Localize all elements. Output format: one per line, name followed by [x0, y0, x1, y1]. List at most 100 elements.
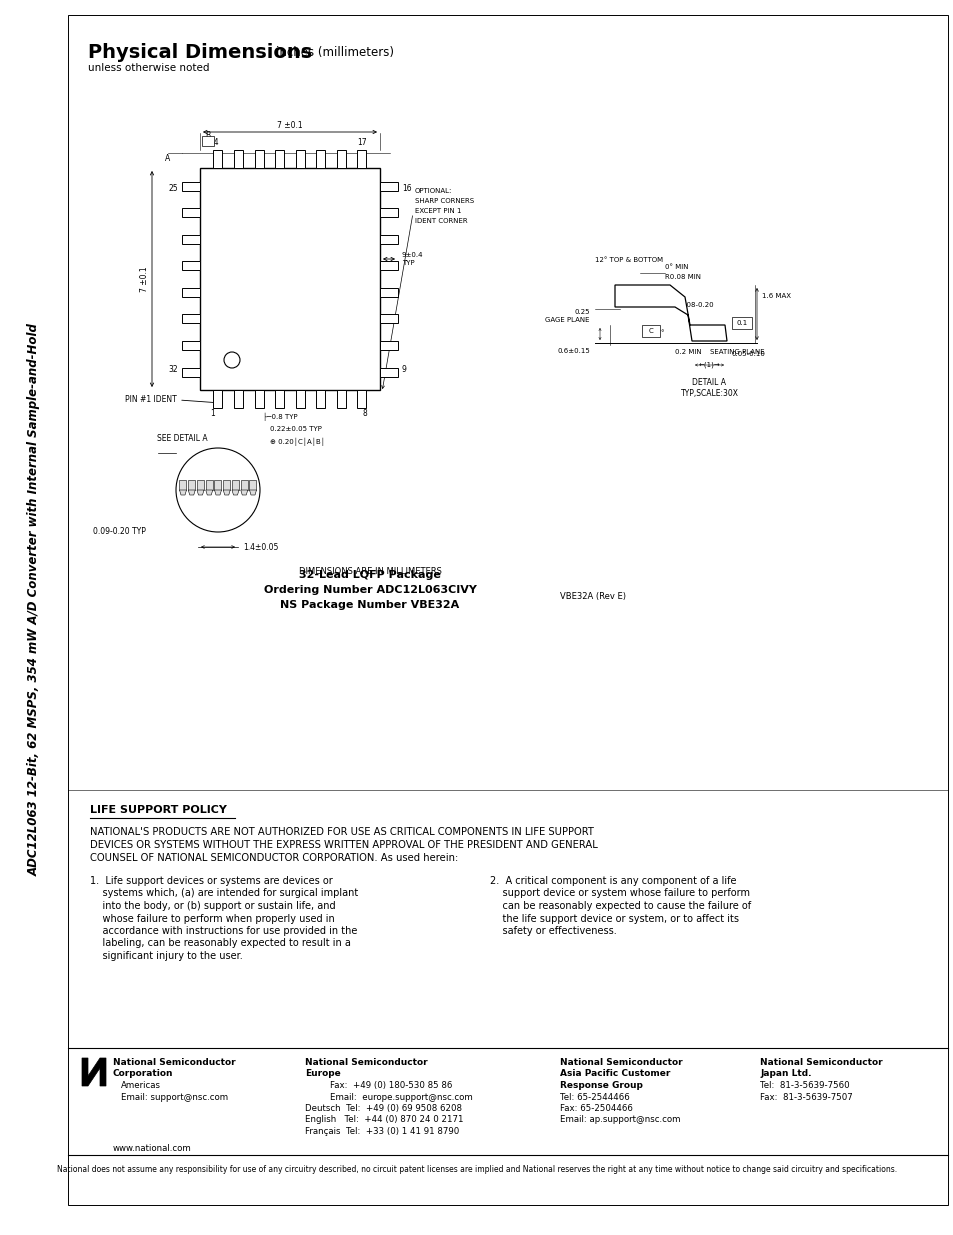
Bar — [254, 390, 263, 408]
Bar — [254, 149, 263, 168]
Bar — [213, 149, 222, 168]
Bar — [182, 288, 200, 296]
Text: 9: 9 — [401, 366, 406, 374]
Text: DETAIL A: DETAIL A — [692, 378, 726, 387]
Bar — [182, 341, 200, 350]
Text: A: A — [165, 154, 170, 163]
Text: National Semiconductor: National Semiconductor — [760, 1058, 882, 1067]
Text: Deutsch  Tel:  +49 (0) 69 9508 6208: Deutsch Tel: +49 (0) 69 9508 6208 — [305, 1104, 461, 1113]
Text: National does not assume any responsibility for use of any circuitry described, : National does not assume any responsibil… — [57, 1165, 896, 1174]
Text: GAGE PLANE: GAGE PLANE — [545, 317, 589, 324]
Text: whose failure to perform when properly used in: whose failure to perform when properly u… — [90, 914, 335, 924]
Text: 25: 25 — [168, 184, 178, 193]
Text: SEE DETAIL A: SEE DETAIL A — [157, 433, 208, 443]
Text: Email:  europe.support@nsc.com: Email: europe.support@nsc.com — [330, 1093, 473, 1102]
Text: 2.  A critical component is any component of a life: 2. A critical component is any component… — [490, 876, 736, 885]
Text: ⊕ 0.20│C│A│B│: ⊕ 0.20│C│A│B│ — [270, 438, 325, 446]
Text: 9±0.4: 9±0.4 — [401, 252, 423, 258]
Bar — [295, 149, 304, 168]
Text: COUNSEL OF NATIONAL SEMICONDUCTOR CORPORATION. As used herein:: COUNSEL OF NATIONAL SEMICONDUCTOR CORPOR… — [90, 853, 457, 863]
Bar — [357, 390, 366, 408]
Text: 0.25: 0.25 — [574, 309, 589, 315]
Text: can be reasonably expected to cause the failure of: can be reasonably expected to cause the … — [490, 902, 750, 911]
Text: accordance with instructions for use provided in the: accordance with instructions for use pro… — [90, 926, 357, 936]
Text: R0.08-0.20: R0.08-0.20 — [675, 303, 713, 308]
Text: 8: 8 — [362, 409, 367, 417]
Text: Corporation: Corporation — [112, 1070, 173, 1078]
Text: 1: 1 — [210, 409, 214, 417]
Text: EXCEPT PIN 1: EXCEPT PIN 1 — [415, 207, 461, 214]
Bar — [182, 315, 200, 324]
Text: NS Package Number VBE32A: NS Package Number VBE32A — [280, 600, 459, 610]
Text: DIMENSIONS ARE IN MILLIMETERS: DIMENSIONS ARE IN MILLIMETERS — [298, 567, 441, 576]
Text: 16: 16 — [401, 184, 411, 193]
Bar — [182, 207, 200, 217]
Text: National Semiconductor: National Semiconductor — [559, 1058, 682, 1067]
Bar — [240, 480, 248, 490]
Text: VBE32A (Rev E): VBE32A (Rev E) — [559, 592, 625, 601]
Text: 0° MIN: 0° MIN — [664, 264, 688, 270]
Bar — [200, 168, 379, 390]
Bar — [223, 480, 230, 490]
Bar — [274, 149, 284, 168]
Text: R0.08 MIN: R0.08 MIN — [664, 274, 700, 280]
Polygon shape — [223, 490, 230, 495]
Text: DEVICES OR SYSTEMS WITHOUT THE EXPRESS WRITTEN APPROVAL OF THE PRESIDENT AND GEN: DEVICES OR SYSTEMS WITHOUT THE EXPRESS W… — [90, 840, 598, 850]
Bar — [182, 182, 200, 190]
Polygon shape — [232, 490, 239, 495]
Polygon shape — [615, 285, 726, 341]
Text: the life support device or system, or to affect its: the life support device or system, or to… — [490, 914, 739, 924]
Text: 0.05-0.10: 0.05-0.10 — [731, 351, 765, 357]
Polygon shape — [206, 490, 213, 495]
Text: unless otherwise noted: unless otherwise noted — [88, 63, 210, 73]
Text: 0.6±0.15: 0.6±0.15 — [557, 348, 589, 354]
Text: 17: 17 — [357, 138, 367, 147]
Polygon shape — [188, 490, 195, 495]
Text: 0.1: 0.1 — [736, 320, 747, 326]
Bar — [213, 390, 222, 408]
Text: Fax:  81-3-5639-7507: Fax: 81-3-5639-7507 — [760, 1093, 852, 1102]
Bar — [233, 390, 243, 408]
Text: LIFE SUPPORT POLICY: LIFE SUPPORT POLICY — [90, 805, 227, 815]
Bar — [379, 262, 397, 270]
Text: Response Group: Response Group — [559, 1081, 642, 1091]
Polygon shape — [196, 490, 204, 495]
Text: TYP: TYP — [401, 261, 415, 266]
Bar — [196, 480, 204, 490]
Text: ←(1)→: ←(1)→ — [698, 361, 720, 368]
Bar — [182, 368, 200, 377]
Text: 1.6 MAX: 1.6 MAX — [761, 293, 790, 299]
Bar — [233, 149, 243, 168]
Text: 7 ±0.1: 7 ±0.1 — [140, 267, 149, 291]
Text: Physical Dimensions: Physical Dimensions — [88, 43, 312, 62]
Text: C: C — [648, 329, 653, 333]
Text: 1.4±0.05: 1.4±0.05 — [243, 543, 278, 552]
Bar — [202, 136, 213, 146]
Text: Fax: 65-2504466: Fax: 65-2504466 — [559, 1104, 632, 1113]
Text: 1.  Life support devices or systems are devices or: 1. Life support devices or systems are d… — [90, 876, 333, 885]
Text: B: B — [205, 131, 210, 140]
Bar — [379, 288, 397, 296]
Text: Tel: 65-2544466: Tel: 65-2544466 — [559, 1093, 629, 1102]
Text: 32: 32 — [168, 366, 178, 374]
Text: ADC12L063 12-Bit, 62 MSPS, 354 mW A/D Converter with Internal Sample-and-Hold: ADC12L063 12-Bit, 62 MSPS, 354 mW A/D Co… — [28, 324, 40, 877]
Polygon shape — [82, 1058, 106, 1086]
Text: National Semiconductor: National Semiconductor — [305, 1058, 427, 1067]
Text: PIN #1 IDENT: PIN #1 IDENT — [125, 395, 177, 405]
Bar — [206, 480, 213, 490]
Bar — [336, 390, 346, 408]
Bar — [179, 480, 186, 490]
Text: NATIONAL'S PRODUCTS ARE NOT AUTHORIZED FOR USE AS CRITICAL COMPONENTS IN LIFE SU: NATIONAL'S PRODUCTS ARE NOT AUTHORIZED F… — [90, 827, 594, 837]
Bar — [379, 235, 397, 243]
Text: significant injury to the user.: significant injury to the user. — [90, 951, 242, 961]
Text: SEATING PLANE: SEATING PLANE — [709, 350, 763, 354]
Bar — [379, 341, 397, 350]
Text: ├─0.8 TYP: ├─0.8 TYP — [262, 412, 297, 421]
Text: 24: 24 — [210, 138, 219, 147]
Polygon shape — [179, 490, 186, 495]
Text: Europe: Europe — [305, 1070, 340, 1078]
Bar — [316, 149, 325, 168]
Bar — [379, 207, 397, 217]
Circle shape — [224, 352, 240, 368]
Text: Fax:  +49 (0) 180-530 85 86: Fax: +49 (0) 180-530 85 86 — [330, 1081, 452, 1091]
